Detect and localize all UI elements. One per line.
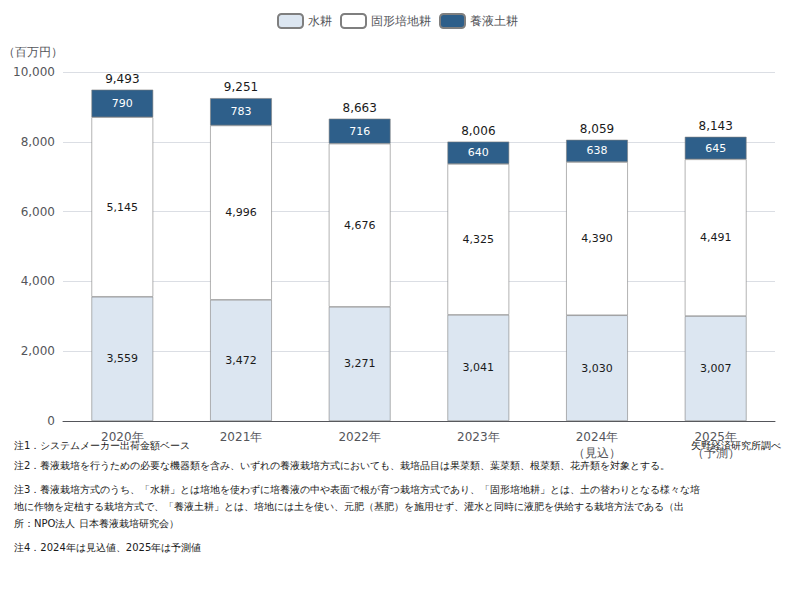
svg-text:（見込）: （見込） (573, 446, 621, 460)
svg-text:（百万円）: （百万円） (3, 45, 63, 59)
svg-text:注4．2024年は見込値、2025年は予測値: 注4．2024年は見込値、2025年は予測値 (14, 542, 201, 553)
svg-text:3,271: 3,271 (344, 357, 376, 370)
svg-text:4,491: 4,491 (700, 231, 732, 244)
svg-text:638: 638 (587, 144, 608, 157)
svg-text:地に作物を定植する栽培方式で、「養液土耕」とは、培地には土を: 地に作物を定植する栽培方式で、「養液土耕」とは、培地には土を使い、元肥（基肥）を… (13, 501, 684, 513)
svg-text:3,007: 3,007 (700, 362, 732, 375)
svg-text:5,145: 5,145 (107, 201, 139, 214)
svg-text:2024年: 2024年 (576, 430, 619, 444)
svg-text:645: 645 (705, 142, 726, 155)
svg-text:783: 783 (231, 105, 252, 118)
svg-text:2,000: 2,000 (21, 344, 55, 358)
svg-text:8,143: 8,143 (698, 119, 732, 133)
svg-text:4,390: 4,390 (581, 232, 613, 245)
svg-text:8,059: 8,059 (580, 122, 614, 136)
svg-text:所：NPO法人 日本養液栽培研究会）: 所：NPO法人 日本養液栽培研究会） (14, 518, 179, 529)
svg-text:640: 640 (468, 146, 489, 159)
svg-text:2022年: 2022年 (338, 430, 381, 444)
svg-text:2021年: 2021年 (220, 430, 263, 444)
svg-text:4,325: 4,325 (463, 233, 495, 246)
svg-text:3,559: 3,559 (107, 352, 139, 365)
svg-text:10,000: 10,000 (13, 65, 55, 79)
svg-text:注2．養液栽培を行うための必要な機器類を含み、いずれの養液栽: 注2．養液栽培を行うための必要な機器類を含み、いずれの養液栽培方式においても、栽… (14, 460, 670, 472)
svg-text:4,000: 4,000 (21, 274, 55, 288)
svg-text:養液土耕: 養液土耕 (470, 14, 518, 28)
svg-text:8,000: 8,000 (21, 135, 55, 149)
svg-text:注3．養液栽培方式のうち、「水耕」とは培地を使わずに培養液の: 注3．養液栽培方式のうち、「水耕」とは培地を使わずに培養液の中や表面で根が育つ栽… (14, 484, 700, 496)
svg-text:8,663: 8,663 (342, 101, 376, 115)
svg-text:9,251: 9,251 (224, 80, 258, 94)
svg-text:4,676: 4,676 (344, 219, 376, 232)
svg-text:4,996: 4,996 (225, 206, 257, 219)
svg-text:0: 0 (47, 414, 55, 428)
svg-text:8,006: 8,006 (461, 124, 495, 138)
svg-text:3,030: 3,030 (581, 362, 613, 375)
svg-text:2023年: 2023年 (457, 430, 500, 444)
svg-text:9,493: 9,493 (105, 72, 139, 86)
svg-text:2025年: 2025年 (694, 430, 737, 444)
svg-text:固形培地耕: 固形培地耕 (371, 14, 431, 28)
svg-text:6,000: 6,000 (21, 205, 55, 219)
svg-text:2020年: 2020年 (101, 430, 144, 444)
svg-text:716: 716 (349, 125, 370, 138)
svg-text:注1．システムメーカー出荷金額ベース: 注1．システムメーカー出荷金額ベース (14, 439, 191, 451)
svg-text:790: 790 (112, 97, 133, 110)
svg-text:（予測）: （予測） (692, 446, 740, 460)
svg-text:3,472: 3,472 (225, 354, 257, 367)
svg-text:水耕: 水耕 (308, 14, 332, 28)
svg-text:3,041: 3,041 (463, 361, 495, 374)
